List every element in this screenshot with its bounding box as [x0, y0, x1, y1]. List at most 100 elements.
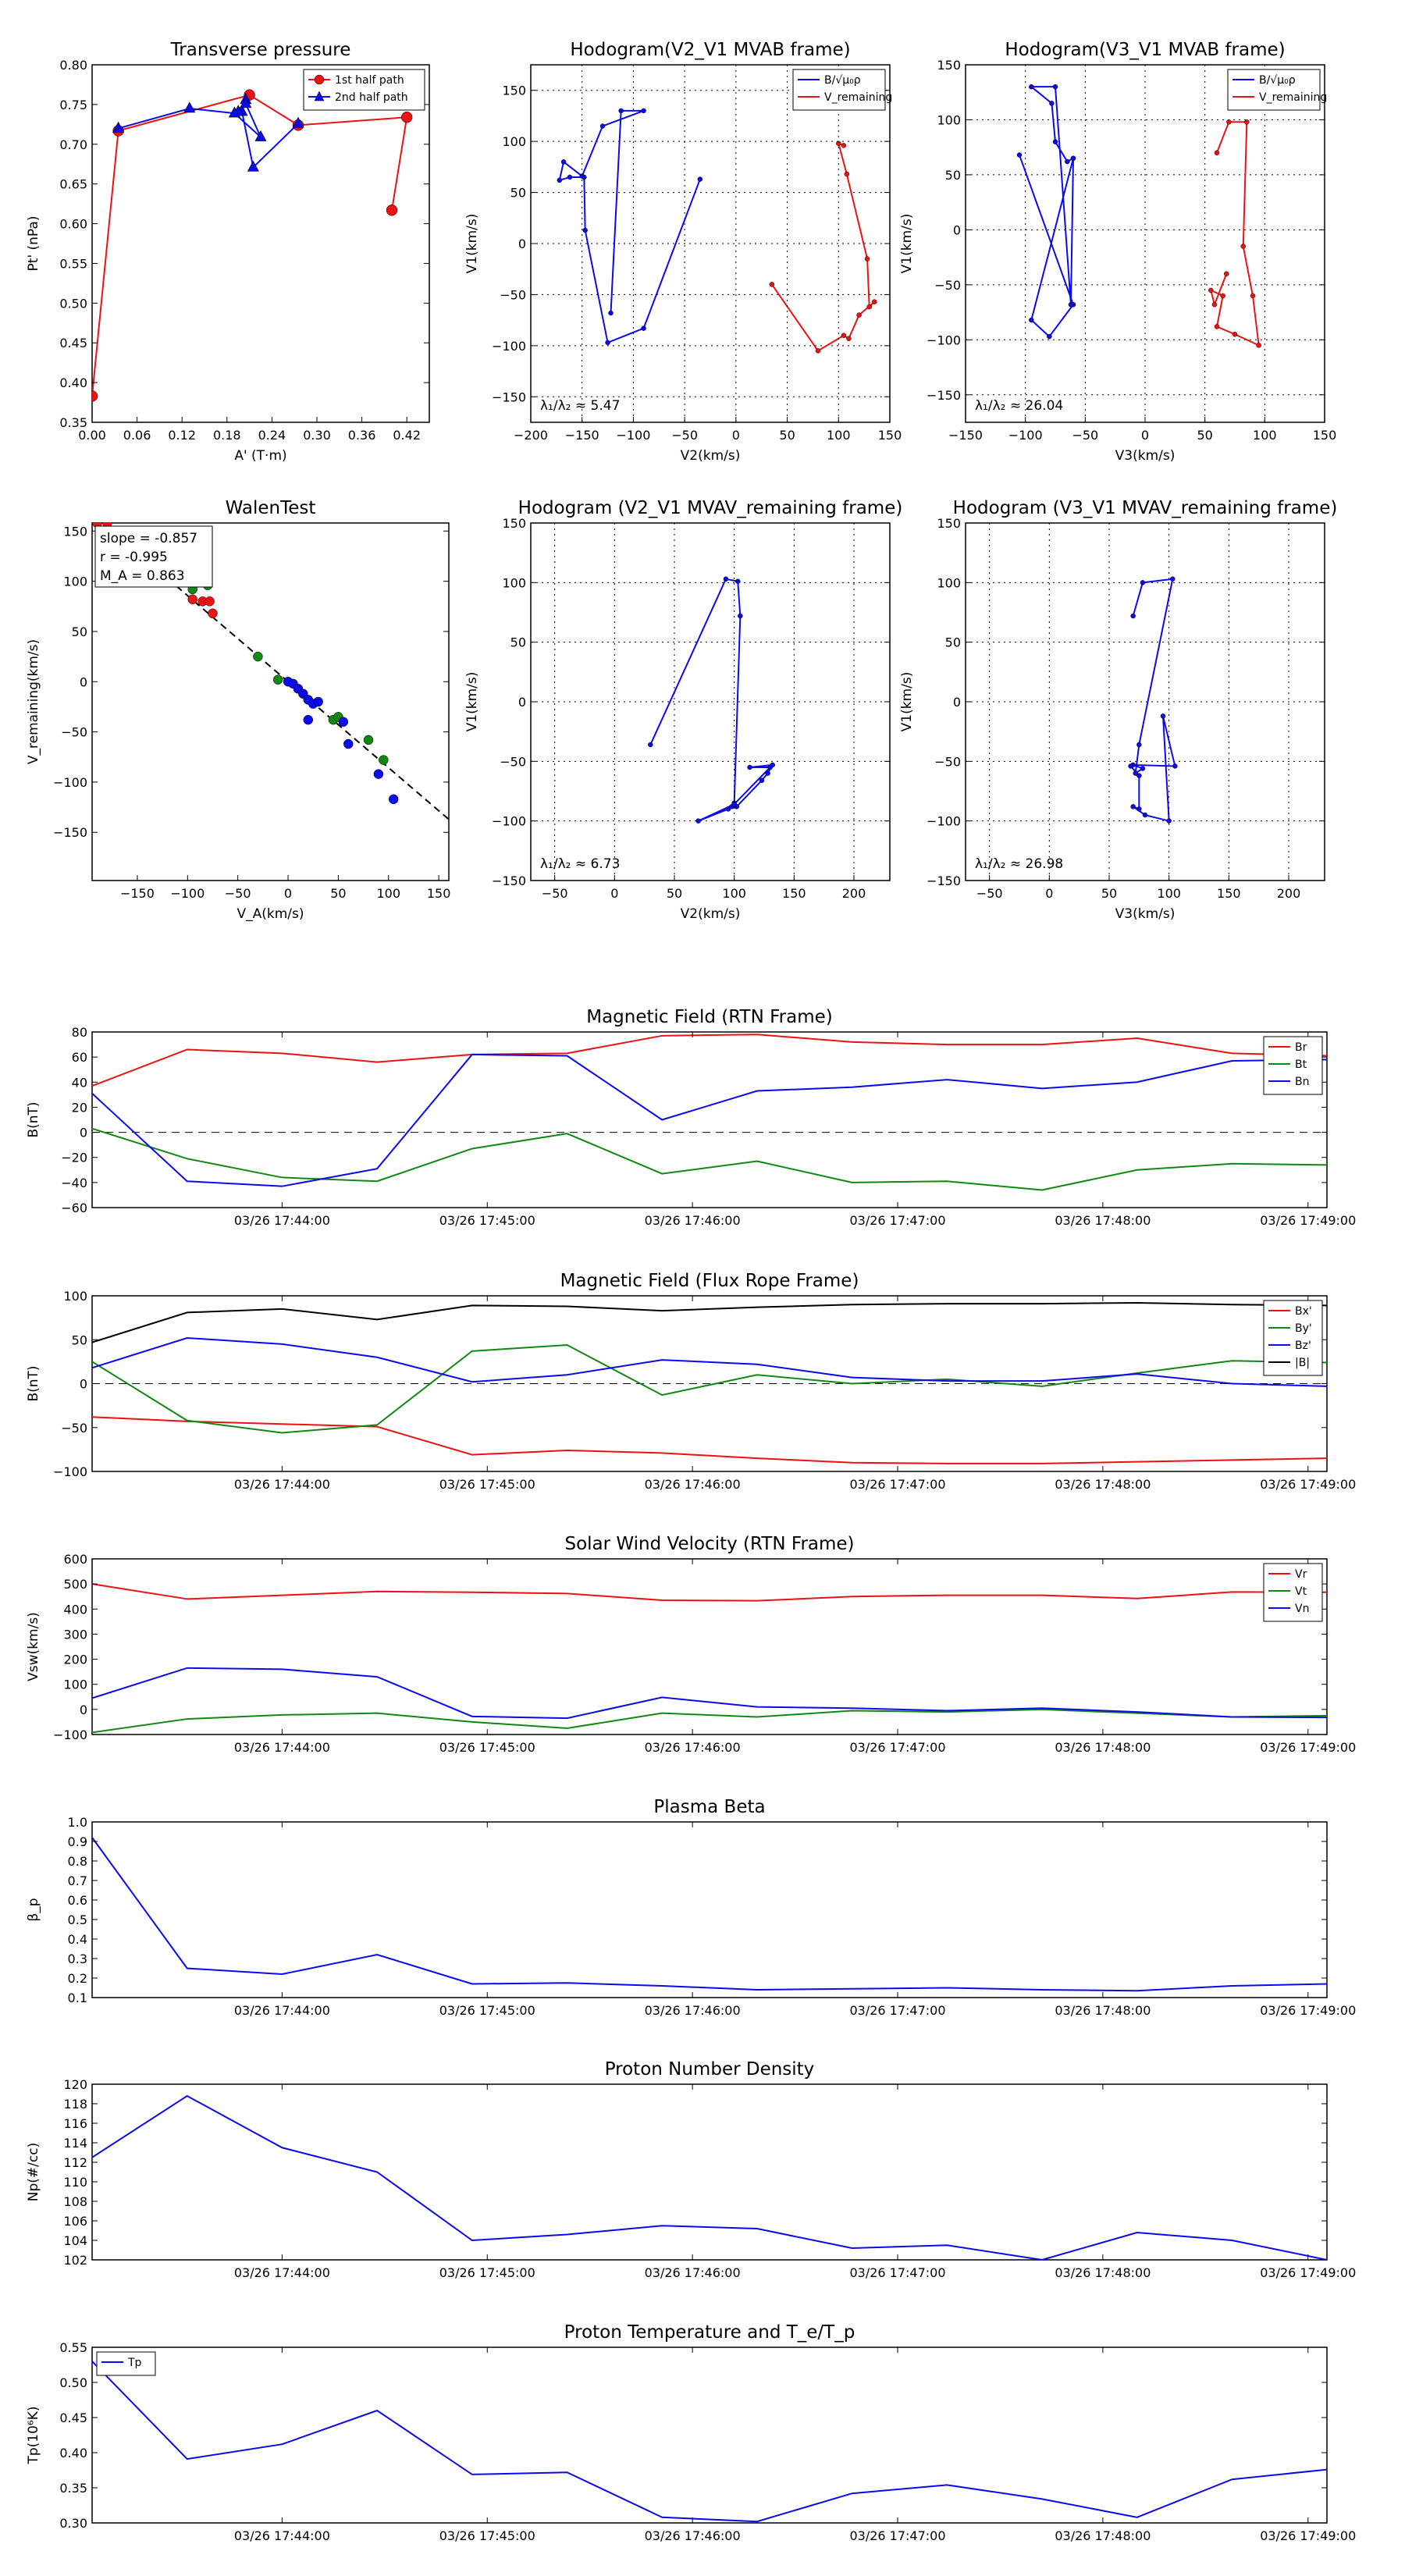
data-point-B	[1140, 580, 1146, 585]
legend-marker	[314, 91, 325, 101]
x-tick-label: 03/26 17:48:00	[1055, 2003, 1151, 2018]
legend-label: Bz'	[1295, 1340, 1311, 1352]
data-point-B	[723, 576, 729, 582]
series-line-beta	[92, 1837, 1327, 1992]
data-point-1st half path	[386, 205, 398, 216]
data-point-V_remaining	[841, 143, 847, 148]
eigen-ratio-label: λ₁/λ₂ ≈ 6.73	[540, 856, 620, 872]
y-tick-label: −20	[61, 1151, 87, 1165]
y-tick-label: 150	[502, 84, 526, 98]
x-tick-label: 03/26 17:47:00	[849, 2265, 945, 2280]
y-tick-label: 120	[63, 2077, 87, 2092]
plot-area	[92, 1034, 1327, 1191]
y-tick-label: −50	[61, 725, 87, 740]
data-point-V_remaining	[1240, 244, 1246, 249]
legend: 1st half path 2nd half path	[303, 69, 425, 111]
data-point-B	[1160, 713, 1166, 719]
data-point-blue	[373, 769, 384, 779]
x-tick-label: 03/26 17:46:00	[645, 2265, 741, 2280]
data-point-V_remaining	[844, 171, 850, 177]
y-tick-label: 60	[72, 1050, 87, 1065]
y-tick-label: 40	[72, 1075, 87, 1090]
y-tick-label: 106	[63, 2214, 87, 2229]
series-line-V_remaining	[1209, 121, 1260, 347]
y-tick-label: −150	[492, 873, 526, 888]
data-point-B/√μ₀ρ	[1065, 158, 1070, 165]
data-point-2nd half path	[292, 116, 304, 128]
x-tick-label: 0.18	[213, 428, 241, 443]
x-tick-label: 150	[782, 886, 806, 901]
legend-label: By'	[1295, 1322, 1312, 1335]
data-point-B	[747, 764, 752, 770]
x-tick-label: 03/26 17:47:00	[849, 1740, 945, 1755]
data-point-B/√μ₀ρ	[1049, 101, 1055, 106]
y-tick-label: 0.55	[59, 2340, 87, 2355]
y-tick-label: 100	[937, 575, 961, 590]
chart-title: Solar Wind Velocity (RTN Frame)	[564, 1534, 854, 1554]
data-point-V_remaining	[1214, 324, 1220, 329]
plot-frame	[91, 1821, 1328, 1998]
data-point-V_remaining	[1256, 343, 1261, 348]
eigen-ratio-label: λ₁/λ₂ ≈ 26.04	[975, 398, 1063, 414]
y-tick-label: 0	[80, 674, 87, 689]
legend-label: Bn	[1295, 1076, 1309, 1088]
y-tick-label: −100	[53, 1464, 87, 1479]
data-point-red	[205, 596, 215, 607]
x-axis-label: A' (T·m)	[234, 448, 286, 464]
data-point-B	[735, 578, 741, 585]
data-point-B	[1136, 806, 1142, 812]
data-point-B/√μ₀ρ	[1029, 84, 1034, 90]
data-point-B/√μ₀ρ	[599, 123, 606, 129]
x-tick-label: 100	[1157, 886, 1181, 901]
series-line-Bn	[92, 1053, 1327, 1187]
y-tick-label: 100	[63, 575, 87, 589]
series-line-Np	[92, 2094, 1327, 2260]
data-point-V_remaining	[836, 141, 841, 147]
data-point-B/√μ₀ρ	[582, 227, 588, 233]
x-tick-label: −50	[671, 428, 698, 443]
y-tick-label: 0.40	[59, 375, 87, 390]
y-tick-label: 0.80	[59, 58, 87, 73]
x-tick-label: 03/26 17:49:00	[1260, 2528, 1356, 2543]
y-tick-label: 0.5	[68, 1912, 87, 1927]
data-point-1st half path	[92, 390, 98, 402]
y-tick-label: 300	[63, 1627, 87, 1642]
y-tick-label: 200	[63, 1653, 87, 1667]
y-axis-label: V1(km/s)	[464, 214, 480, 274]
y-tick-label: 0.35	[59, 2481, 87, 2496]
x-tick-label: −100	[616, 428, 650, 443]
data-point-V_remaining	[1208, 287, 1214, 294]
data-point-B/√μ₀ρ	[567, 174, 573, 180]
data-point-B/√μ₀ρ	[1047, 333, 1052, 340]
data-point-B	[1170, 576, 1176, 582]
y-tick-label: 50	[72, 1332, 87, 1347]
x-tick-label: −200	[514, 428, 548, 443]
y-tick-label: 0.1	[68, 1991, 87, 2005]
data-point-B/√μ₀ρ	[641, 108, 646, 114]
data-point-V_remaining	[841, 333, 847, 339]
data-point-B	[1130, 804, 1136, 809]
y-axis-label: Tp(10⁶K)	[26, 2406, 41, 2464]
series-line-B	[649, 578, 774, 822]
chart-hodo_v2_mvav: Hodogram (V2_V1 MVAV_remaining frame) −15…	[464, 498, 902, 922]
y-tick-label: 20	[72, 1100, 87, 1115]
walen-stat: slope = -0.857	[100, 531, 197, 546]
y-tick-label: 0	[80, 1126, 87, 1140]
y-tick-label: −50	[934, 278, 961, 293]
y-axis-label: Vsw(km/s)	[26, 1612, 41, 1681]
x-axis-label: V3(km/s)	[1115, 448, 1176, 464]
x-tick-label: 03/26 17:45:00	[439, 1213, 535, 1228]
y-tick-label: 0.4	[68, 1932, 87, 1947]
legend-label: Vn	[1295, 1603, 1309, 1615]
x-tick-label: −50	[976, 886, 1003, 901]
data-point-2nd half path	[183, 101, 196, 113]
y-tick-label: 0	[518, 237, 526, 251]
data-point-V_remaining	[1214, 150, 1220, 155]
data-point-V_remaining	[815, 348, 821, 354]
y-tick-label: 112	[63, 2155, 87, 2170]
data-point-B/√μ₀ρ	[1052, 139, 1058, 144]
y-tick-label: 0.40	[59, 2446, 87, 2460]
legend-label: 1st half path	[335, 74, 404, 87]
legend-label: Tp	[127, 2357, 142, 2369]
